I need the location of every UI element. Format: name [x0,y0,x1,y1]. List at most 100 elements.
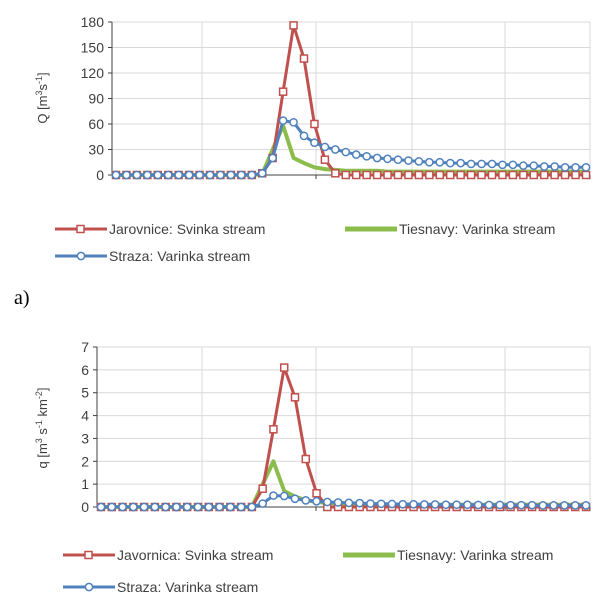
chart-b-ylabel: q [m3 s-1 km-2] [34,387,50,468]
series-point-circle [341,147,351,157]
series-point-square [508,170,518,180]
series-point-circle [118,502,127,512]
series-point-circle [268,153,278,163]
series-point-circle [456,158,466,168]
series-point-circle [581,501,591,510]
series-line-2 [114,119,588,177]
series-point-circle [225,502,235,512]
series-point-square [550,170,559,180]
series-point-circle [430,500,440,509]
ytick-label: 7 [81,339,89,355]
series-point-circle [163,170,173,180]
legend-label: Javornica: Svinka stream [117,547,273,563]
series-point-circle [247,170,257,180]
series-point-circle [424,157,434,167]
ytick-label: 5 [81,385,89,401]
series-point-circle [419,500,429,509]
legend-marker [76,224,85,234]
series-point-circle [139,502,149,512]
chart-b-axes [93,346,591,511]
series-point-circle [366,499,375,508]
series-point-circle [107,502,117,512]
series-point-circle [299,131,309,141]
series-point-circle [387,499,397,509]
series-point-circle [409,499,418,509]
series-point-circle [247,502,257,512]
ytick-label: 30 [88,142,104,158]
series-point-circle [128,502,138,512]
series-point-square [301,454,311,464]
series-point-square [435,170,445,180]
series-point-circle [383,154,392,164]
legend-marker [84,550,93,560]
series-point-square [560,170,570,180]
chart-b-grid [97,346,591,507]
series-point-circle [376,499,386,509]
series-point-square [456,170,465,180]
series-point-square [310,119,319,129]
series-point-circle [581,163,591,172]
series-point-circle [571,163,580,172]
series-point-square [362,170,371,180]
series-point-square [425,170,434,180]
ytick-label: 120 [81,65,105,81]
series-point-circle [226,170,236,180]
ytick-label: 60 [88,116,104,132]
series-point-circle [96,502,106,512]
chart-b-yticks: 0 1 2 3 4 5 6 7 [81,339,89,515]
ytick-label: 1 [81,476,89,492]
series-point-circle [236,170,246,180]
series-point-circle [216,170,225,180]
series-point-circle [466,159,476,169]
chart-a: 0 30 60 90 120 150 180 Q [m3s-1] Jarovnice: Sv… [34,14,591,264]
legend-label: Straza: Varinka stream [109,248,250,264]
legend-entry: Jarovnice: Svinka stream [55,221,265,237]
series-point-circle [205,170,215,180]
series-point-square [539,170,549,180]
series-point-square [351,170,361,180]
series-point-circle [527,500,537,510]
series-point-square [299,54,309,63]
chart-a-grid [112,21,591,175]
series-point-circle [351,150,361,159]
panel-label-a: a) [14,287,30,309]
chart-a-legend: Jarovnice: Svinka stream Tiesnavy: Varink… [55,221,555,264]
chart-a-axes [108,21,591,179]
legend-label: Jarovnice: Svinka stream [109,221,265,237]
series-point-circle [398,499,408,509]
series-point-circle [132,170,142,180]
legend-entry: Straza: Varinka stream [63,579,258,595]
series-point-square [487,170,497,180]
series-point-square [477,170,486,180]
chart-b-legend: Javornica: Svinka stream Tiesnavy: Varink… [63,547,553,595]
series-point-circle [204,502,214,512]
ytick-label: 0 [96,167,104,183]
series-point-square [519,170,528,180]
legend-label: Straza: Varinka stream [117,579,258,595]
series-line-0 [99,366,588,509]
series-point-square [581,170,591,180]
series-point-square [258,484,267,493]
series-point-circle [215,502,224,512]
series-point-circle [236,502,246,512]
series-point-square [320,155,330,164]
series-point-circle [560,163,570,172]
series-point-circle [484,500,494,510]
series-point-circle [278,116,288,125]
series-point-circle [182,502,192,512]
series-point-square [445,170,455,180]
series-point-circle [269,491,278,500]
series-point-circle [122,170,131,180]
series-point-circle [172,502,181,512]
series-point-circle [414,157,424,166]
series-point-circle [487,159,497,169]
series-point-circle [257,168,267,178]
series-point-circle [372,153,382,163]
legend-entry: Tiesnavy: Varinka stream [343,547,553,563]
series-point-square [393,170,403,180]
series-point-circle [111,170,121,180]
series-point-square [466,170,476,180]
series-point-circle [549,501,559,510]
series-point-circle [322,497,332,507]
series-point-circle [355,498,365,508]
